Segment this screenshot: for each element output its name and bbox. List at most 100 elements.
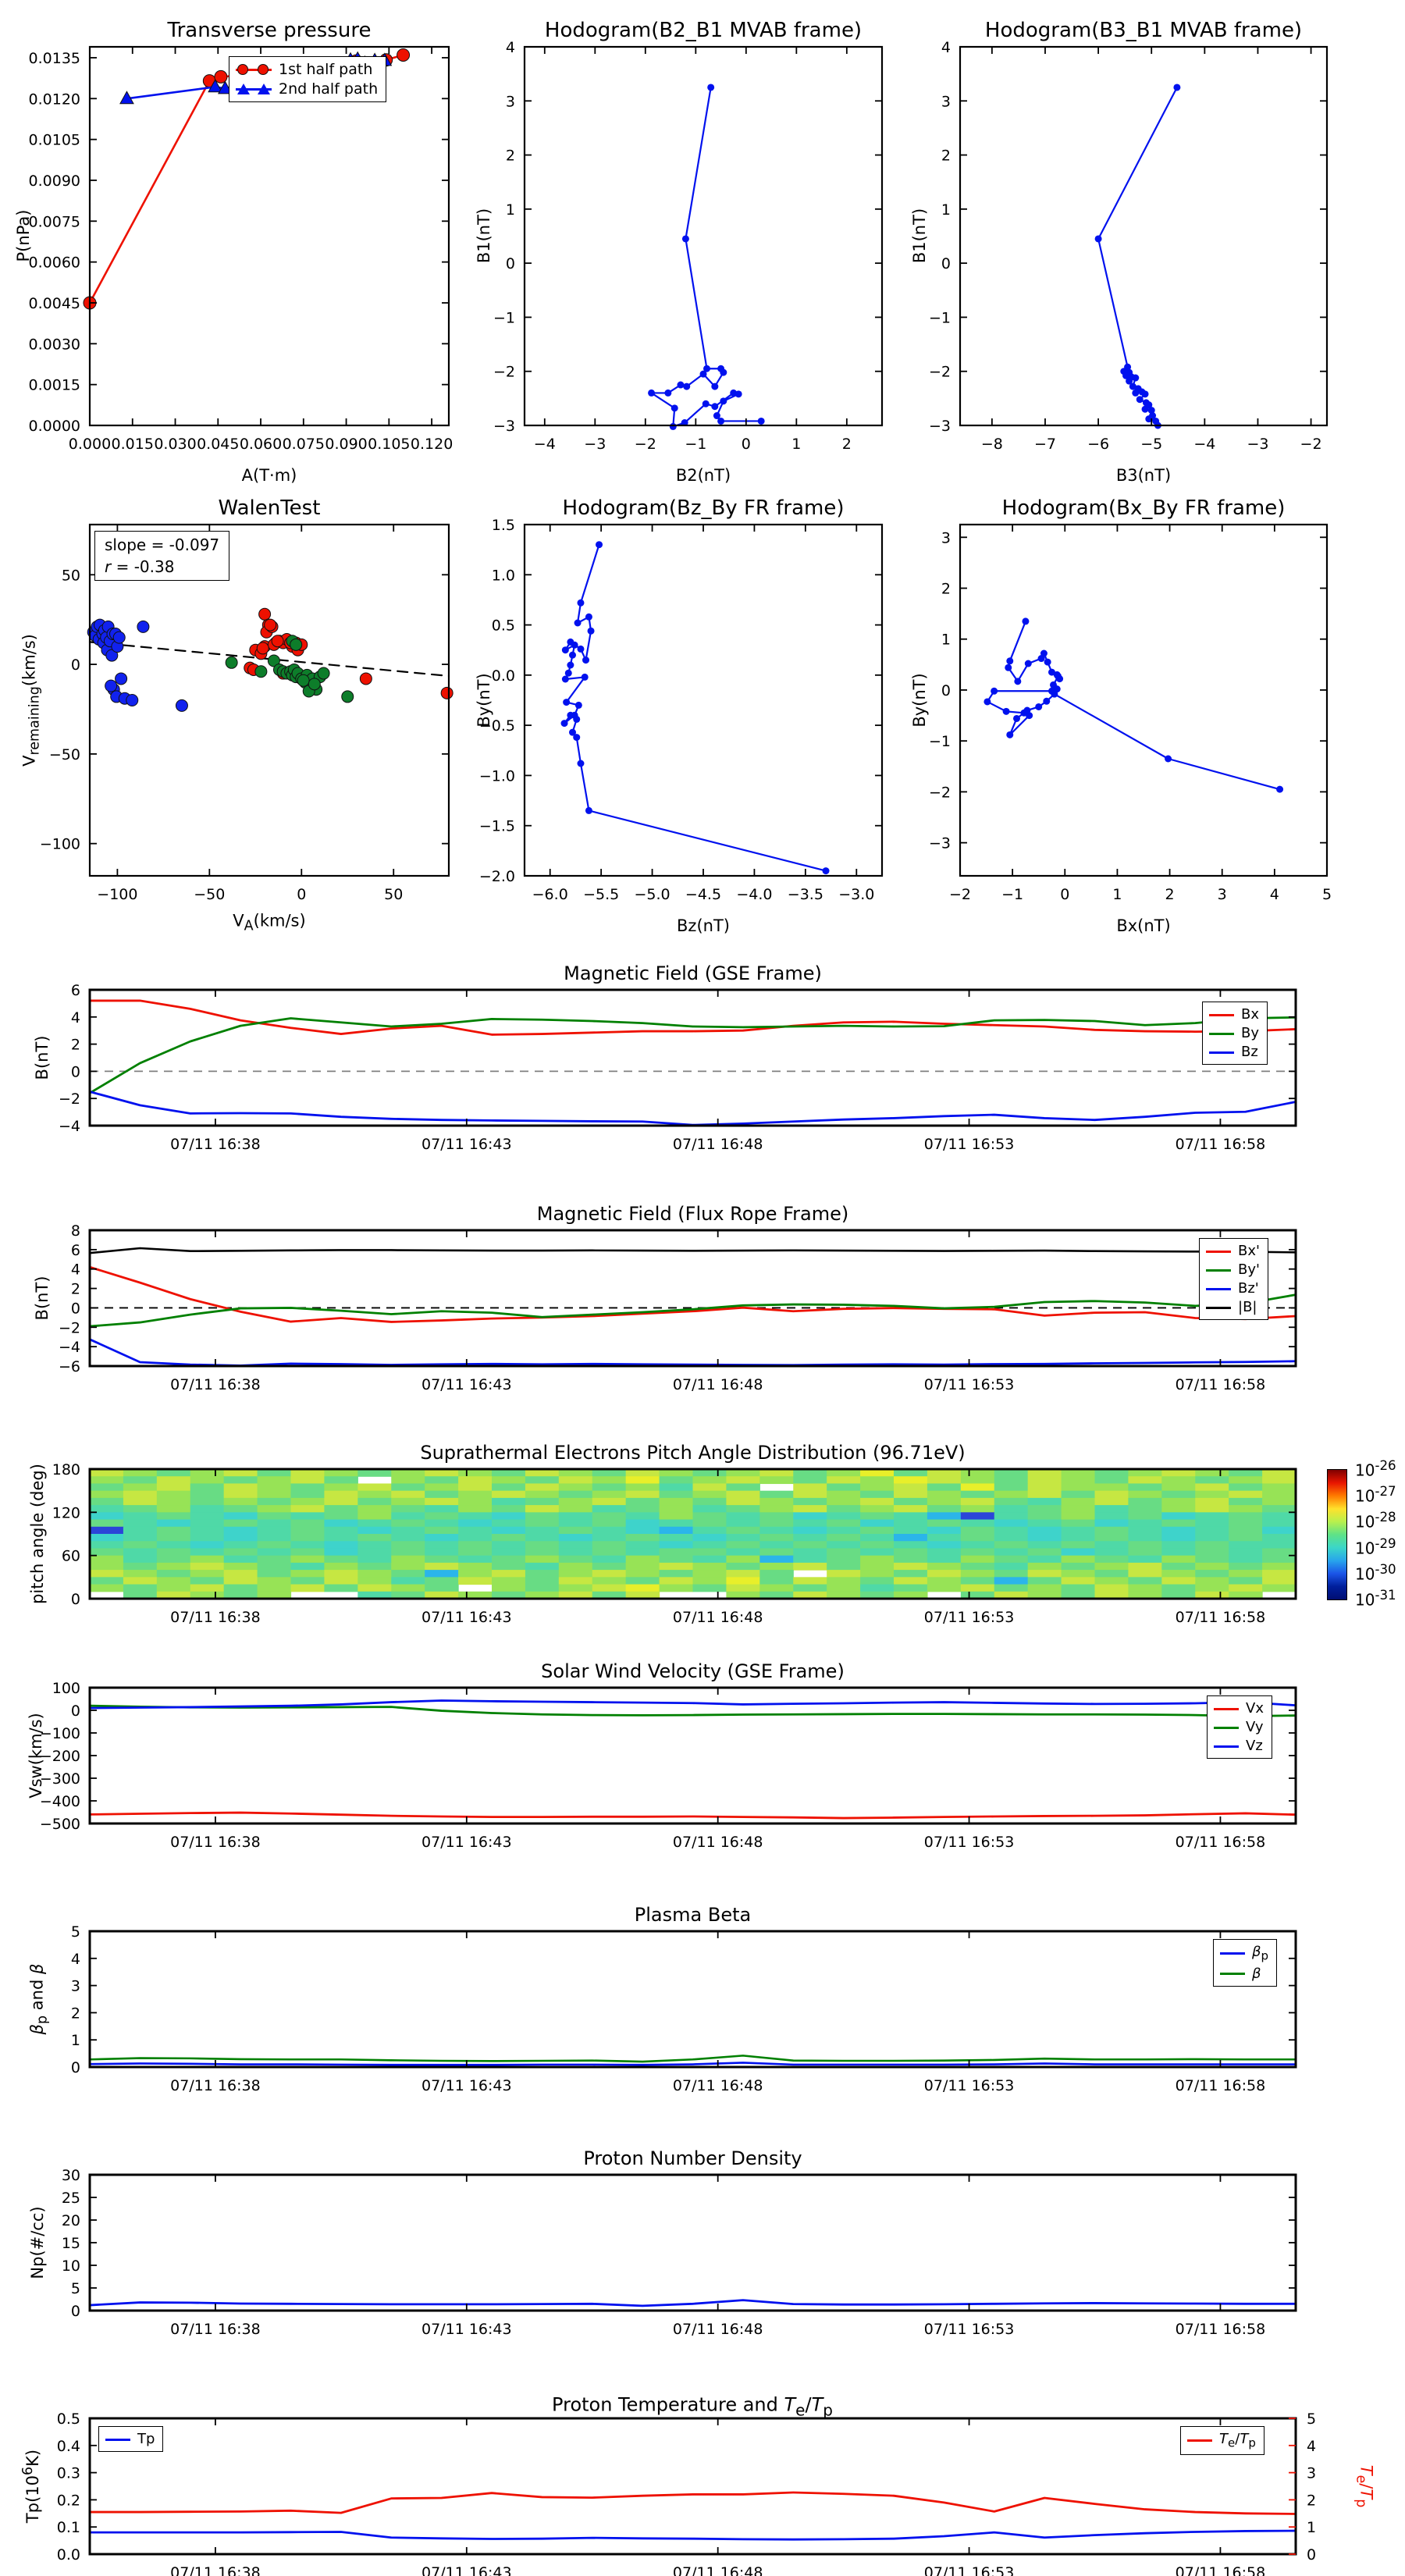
y-tick-label: 10: [62, 2258, 80, 2275]
heatmap-cell: [458, 1548, 493, 1557]
heatmap-cell: [425, 1512, 459, 1521]
heatmap-cell: [726, 1555, 760, 1564]
y-tick-label: 4: [71, 1951, 80, 1968]
heatmap-cell: [1262, 1534, 1297, 1542]
heatmap-cell: [190, 1519, 225, 1528]
heatmap-cell: [90, 1526, 124, 1535]
circle-marker: [711, 403, 719, 411]
x-tick-label: 07/11 16:48: [673, 1376, 763, 1393]
legend-label: Bx': [1238, 1243, 1260, 1259]
heatmap-cell: [391, 1483, 425, 1492]
heatmap-cell: [592, 1505, 627, 1513]
heatmap-cell: [759, 1591, 794, 1599]
heatmap-cell: [927, 1562, 962, 1571]
y-tick-label: −200: [40, 1748, 80, 1765]
heatmap-cell: [190, 1562, 225, 1571]
series-By: [88, 1016, 1297, 1094]
y-tick-label: 60: [62, 1548, 80, 1565]
heatmap-cell: [1128, 1476, 1162, 1485]
y-tick-label: −50: [49, 746, 80, 763]
x-tick-label: −3: [584, 436, 606, 453]
heatmap-cell: [190, 1570, 225, 1578]
heatmap-cell: [190, 1591, 225, 1599]
heatmap-cell: [190, 1512, 225, 1521]
y-tick-label: 0: [71, 2059, 80, 2076]
y-axis-label-p6: By(nT): [910, 673, 929, 728]
circle-marker: [757, 417, 765, 425]
heatmap-cell: [793, 1577, 827, 1585]
heatmap-cell: [1161, 1526, 1196, 1535]
y-axis-label-p3: B1(nT): [910, 208, 929, 264]
heatmap-cell: [391, 1469, 425, 1477]
heatmap-cell: [223, 1519, 258, 1528]
heatmap-cell: [257, 1548, 292, 1557]
heatmap-cell: [257, 1591, 292, 1599]
heatmap-cell: [458, 1483, 493, 1492]
circle-marker: [1005, 664, 1012, 671]
heatmap-cell: [1195, 1476, 1229, 1485]
heatmap-cell: [391, 1591, 425, 1599]
heatmap-cell: [257, 1497, 292, 1506]
colorbar-label: 10-31: [1355, 1588, 1396, 1610]
y-tick-label: 1: [941, 201, 951, 219]
legend-entry: Vz: [1214, 1738, 1264, 1754]
heatmap-cell: [659, 1519, 694, 1528]
heatmap-cell: [927, 1570, 962, 1578]
legend-swatch-line: [1209, 1046, 1234, 1059]
heatmap-cell: [1161, 1519, 1196, 1528]
heatmap-cell: [1094, 1505, 1129, 1513]
heatmap-cell: [726, 1497, 760, 1506]
heatmap-cell: [525, 1570, 560, 1578]
heatmap-cell: [592, 1584, 627, 1592]
x-tick-label: −8: [981, 436, 1003, 453]
heatmap-cell: [1229, 1476, 1263, 1485]
heatmap-cell: [1061, 1483, 1096, 1492]
heatmap-cell: [726, 1476, 760, 1485]
heatmap-cell: [827, 1469, 861, 1477]
heatmap-cell: [894, 1526, 928, 1535]
y-tick-label: −100: [40, 836, 80, 853]
y-tick-label: 0.0015: [29, 377, 80, 394]
heatmap-cell: [391, 1534, 425, 1542]
circle-marker: [1022, 617, 1030, 625]
legend-vsw: Vx Vy Vz: [1207, 1695, 1272, 1759]
heatmap-cell: [625, 1591, 660, 1599]
heatmap-cell: [425, 1548, 459, 1557]
heatmap-cell: [324, 1505, 358, 1513]
y-axis-label-vsw: Vsw(km/s): [27, 1713, 45, 1799]
legend-gse: Bx By Bz: [1202, 1002, 1268, 1065]
heatmap-cell: [1094, 1555, 1129, 1564]
heatmap-cell: [223, 1562, 258, 1571]
x-tick-label: −7: [1034, 436, 1056, 453]
x-tick-label: 07/11 16:48: [673, 1136, 763, 1153]
x-tick-label: 07/11 16:43: [422, 2564, 512, 2576]
circle-marker: [1023, 706, 1031, 714]
heatmap-cell: [257, 1526, 292, 1535]
heatmap-cell: [123, 1490, 158, 1499]
circle-marker: [271, 635, 284, 648]
heatmap-cell: [793, 1512, 827, 1521]
heatmap-cell: [1195, 1570, 1229, 1578]
heatmap-cell: [860, 1591, 895, 1599]
x-tick-label: 07/11 16:53: [924, 1834, 1015, 1851]
x-tick-label: −4.5: [685, 886, 721, 903]
x-tick-label: 07/11 16:48: [673, 1609, 763, 1626]
heatmap-cell: [894, 1577, 928, 1585]
heatmap-cell: [1161, 1469, 1196, 1477]
legend-swatch-line: [1206, 1283, 1231, 1295]
heatmap-cell: [793, 1584, 827, 1592]
circle-marker: [585, 806, 592, 814]
heatmap-cell: [625, 1512, 660, 1521]
series-Bx': [88, 1265, 1297, 1323]
circle-marker: [573, 715, 581, 723]
series-beta: [88, 2055, 1297, 2063]
heatmap-cell: [324, 1541, 358, 1550]
circle-marker: [1122, 372, 1130, 379]
y-tick-label: 0.2: [57, 2492, 80, 2509]
y-tick-label: 20: [62, 2212, 80, 2229]
heatmap-cell: [692, 1548, 727, 1557]
heatmap-cell: [492, 1483, 526, 1492]
x-tick-label: −5.5: [583, 886, 619, 903]
heatmap-cell: [1195, 1584, 1229, 1592]
